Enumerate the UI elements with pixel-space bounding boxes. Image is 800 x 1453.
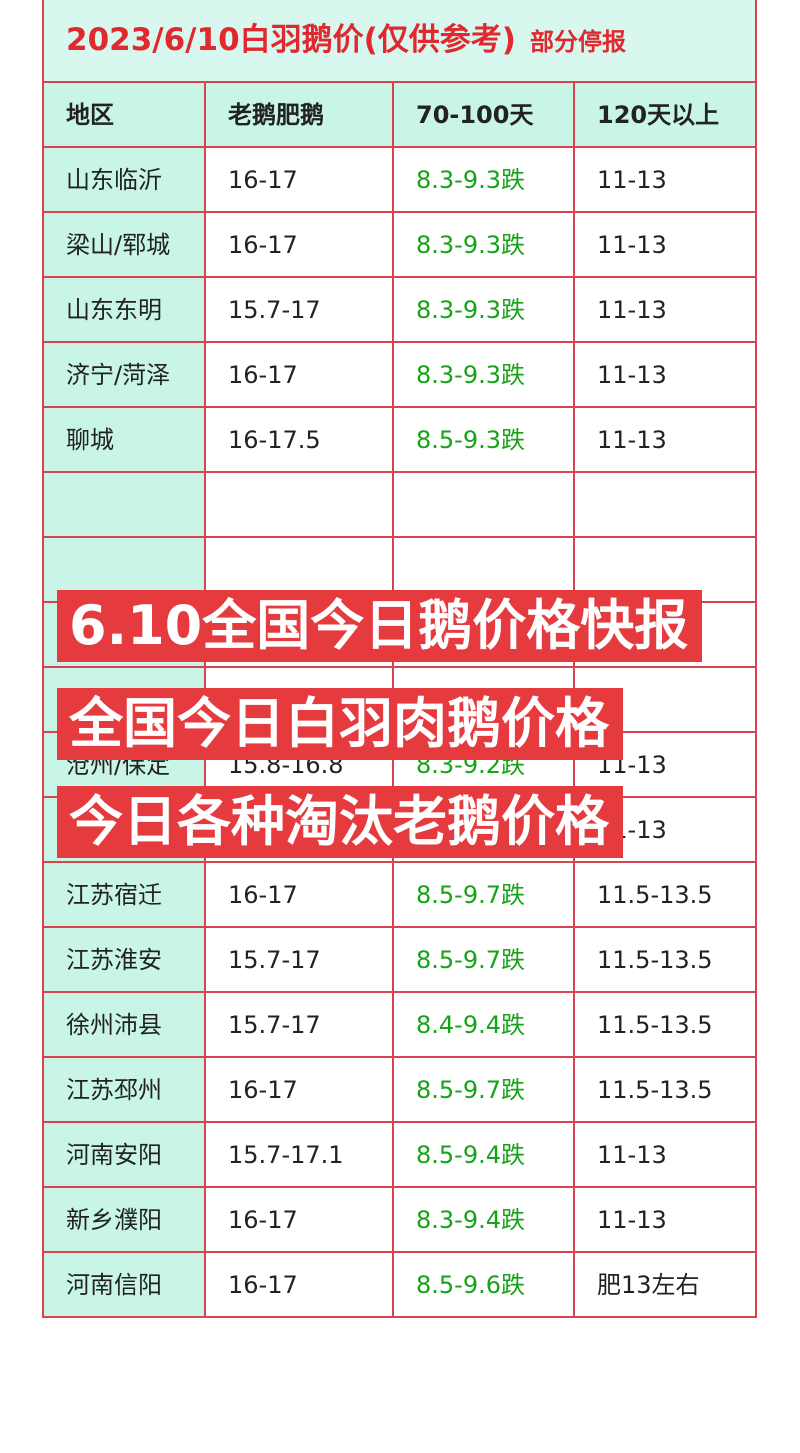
row: 山东东明 15.7-17 8.3-9.3跌 11-13	[42, 276, 758, 343]
cell: 肥13左右	[572, 1251, 758, 1318]
row: 聊城 16-17.5 8.5-9.3跌 11-13	[42, 406, 758, 473]
cell: 11-13	[572, 1186, 758, 1253]
cell: 16-17.5	[204, 406, 394, 473]
cell: 16-17	[204, 861, 394, 928]
row: 江苏宿迁 16-17 8.5-9.7跌 11.5-13.5	[42, 861, 758, 928]
row: 江苏淮安 15.7-17 8.5-9.7跌 11.5-13.5	[42, 926, 758, 993]
cell: 8.4-9.4跌	[392, 991, 575, 1058]
cell: 济宁/菏泽	[42, 341, 206, 408]
cell: 11.5-13.5	[572, 926, 758, 993]
cell: 8.5-9.6跌	[392, 1251, 575, 1318]
cell: 河南安阳	[42, 1121, 206, 1188]
cell: 16-17	[204, 211, 394, 278]
overlay-line: 6.10全国今日鹅价格快报	[57, 590, 703, 662]
cell: 江苏淮安	[42, 926, 206, 993]
title-cell: 2023/6/10白羽鹅价(仅供参考) 部分停报	[41, 0, 758, 83]
row: 河南信阳 16-17 8.5-9.6跌 肥13左右	[42, 1251, 758, 1318]
column-header: 老鹅肥鹅	[204, 81, 394, 148]
cell: 15.7-17	[204, 991, 394, 1058]
cell: 8.3-9.4跌	[392, 1186, 575, 1253]
cell	[204, 471, 394, 538]
overlay-line: 今日各种淘汰老鹅价格	[57, 786, 623, 858]
cell: 16-17	[204, 1186, 394, 1253]
hidden-row	[42, 471, 758, 538]
cell: 江苏邳州	[42, 1056, 206, 1123]
cell: 11-13	[572, 341, 758, 408]
cell: 11-13	[572, 211, 758, 278]
row: 新乡濮阳 16-17 8.3-9.4跌 11-13	[42, 1186, 758, 1253]
cell: 梁山/郓城	[42, 211, 206, 278]
row: 河南安阳 15.7-17.1 8.5-9.4跌 11-13	[42, 1121, 758, 1188]
cell: 16-17	[204, 341, 394, 408]
cell: 11-13	[572, 406, 758, 473]
cell	[572, 471, 758, 538]
cell: 11-13	[572, 1121, 758, 1188]
cell: 16-17	[204, 146, 394, 213]
cell: 16-17	[204, 1056, 394, 1123]
cell: 8.3-9.3跌	[392, 341, 575, 408]
cell	[42, 471, 206, 538]
cell: 8.5-9.7跌	[392, 926, 575, 993]
cell: 江苏宿迁	[42, 861, 206, 928]
cell: 山东临沂	[42, 146, 206, 213]
cell: 8.5-9.7跌	[392, 861, 575, 928]
overlay-line: 全国今日白羽肉鹅价格	[57, 688, 623, 760]
column-header: 地区	[42, 81, 206, 148]
header-row: 地区 老鹅肥鹅 70-100天 120天以上	[42, 81, 758, 148]
row: 江苏邳州 16-17 8.5-9.7跌 11.5-13.5	[42, 1056, 758, 1123]
cell: 徐州沛县	[42, 991, 206, 1058]
cell	[392, 471, 575, 538]
cell: 16-17	[204, 1251, 394, 1318]
row: 徐州沛县 15.7-17 8.4-9.4跌 11.5-13.5	[42, 991, 758, 1058]
overlay: 6.10全国今日鹅价格快报 全国今日白羽肉鹅价格 今日各种淘汰老鹅价格	[57, 590, 703, 884]
cell: 河南信阳	[42, 1251, 206, 1318]
cell: 新乡濮阳	[42, 1186, 206, 1253]
row: 梁山/郓城 16-17 8.3-9.3跌 11-13	[42, 211, 758, 278]
cell: 聊城	[42, 406, 206, 473]
column-header: 120天以上	[572, 81, 758, 148]
title: 2023/6/10白羽鹅价(仅供参考)	[66, 21, 516, 58]
cell: 8.5-9.3跌	[392, 406, 575, 473]
cell: 山东东明	[42, 276, 206, 343]
cell: 8.5-9.7跌	[392, 1056, 575, 1123]
row: 济宁/菏泽 16-17 8.3-9.3跌 11-13	[42, 341, 758, 408]
note: 部分停报	[529, 27, 626, 56]
cell: 11-13	[572, 276, 758, 343]
column-header: 70-100天	[392, 81, 575, 148]
cell: 15.7-17.1	[204, 1121, 394, 1188]
cell: 15.7-17	[204, 926, 394, 993]
row: 山东临沂 16-17 8.3-9.3跌 11-13	[42, 146, 758, 213]
cell: 11.5-13.5	[572, 991, 758, 1058]
cell: 8.3-9.3跌	[392, 211, 575, 278]
cell: 8.3-9.3跌	[392, 146, 575, 213]
cell: 15.7-17	[204, 276, 394, 343]
cell: 8.5-9.4跌	[392, 1121, 575, 1188]
cell: 11.5-13.5	[572, 1056, 758, 1123]
cell: 8.3-9.3跌	[392, 276, 575, 343]
cell: 11-13	[572, 146, 758, 213]
cell: 11.5-13.5	[572, 861, 758, 928]
